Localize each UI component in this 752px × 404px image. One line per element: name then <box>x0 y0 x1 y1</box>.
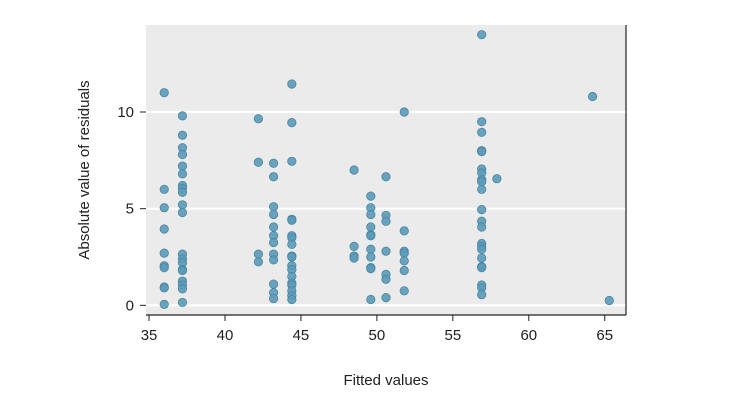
data-point <box>477 184 487 194</box>
data-point <box>477 263 487 273</box>
data-point <box>287 79 297 89</box>
data-point <box>366 263 376 274</box>
data-point <box>366 252 376 262</box>
data-point <box>349 253 359 263</box>
data-point <box>492 174 502 184</box>
data-point <box>268 222 279 232</box>
data-point <box>268 293 279 304</box>
x-tick-label: 40 <box>217 327 234 344</box>
data-point <box>159 88 169 98</box>
data-point <box>477 290 487 300</box>
data-point <box>177 297 188 308</box>
plot-panel <box>146 25 626 315</box>
data-point <box>177 187 188 197</box>
data-point <box>253 257 264 267</box>
data-point <box>253 157 264 167</box>
data-point <box>381 274 391 284</box>
data-point <box>159 299 169 309</box>
data-point <box>366 191 376 201</box>
data-point <box>366 222 376 232</box>
data-point <box>287 156 297 166</box>
data-point <box>349 241 359 251</box>
data-point <box>477 253 487 263</box>
data-point <box>399 248 409 258</box>
data-point <box>477 177 487 187</box>
grid-lines <box>146 110 626 307</box>
data-point <box>268 209 279 220</box>
data-point <box>477 30 487 40</box>
data-point <box>399 107 409 117</box>
data-point <box>253 114 264 124</box>
data-point <box>477 205 487 215</box>
data-point <box>159 263 169 273</box>
data-point <box>159 283 169 293</box>
data-point <box>366 231 376 241</box>
data-point <box>159 248 169 258</box>
data-point <box>381 292 391 303</box>
data-point <box>287 252 297 262</box>
data-point <box>268 158 279 168</box>
data-point <box>587 91 598 102</box>
y-tick-label: 0 <box>126 297 134 314</box>
data-point <box>159 203 169 213</box>
data-point <box>399 265 409 276</box>
data-point <box>381 246 391 256</box>
data-point <box>177 111 188 121</box>
data-point <box>268 279 279 289</box>
x-axis-title: Fitted values <box>343 372 428 389</box>
data-point <box>177 207 188 218</box>
data-point <box>177 149 188 160</box>
x-tick-label: 60 <box>520 327 537 344</box>
data-point <box>287 294 297 305</box>
x-tick-label: 45 <box>293 327 310 344</box>
data-point <box>177 169 188 179</box>
data-point <box>287 239 297 250</box>
data-point <box>253 249 264 259</box>
data-point <box>268 237 279 248</box>
data-point <box>381 172 391 182</box>
data-point <box>177 284 188 294</box>
data-point <box>604 295 614 306</box>
data-point <box>366 244 376 254</box>
data-points <box>159 30 614 309</box>
data-point <box>349 165 359 175</box>
data-point <box>381 216 391 226</box>
x-tick-label: 65 <box>596 327 613 344</box>
data-point <box>159 184 169 194</box>
data-point <box>287 118 297 128</box>
data-point <box>366 294 376 305</box>
data-point <box>399 256 409 266</box>
y-axis-title: Absolute value of residuals <box>76 80 93 259</box>
data-point <box>177 265 188 276</box>
data-point <box>268 202 279 212</box>
data-point <box>177 200 188 210</box>
x-tick-label: 35 <box>141 327 158 344</box>
data-point <box>159 224 169 234</box>
data-point <box>399 226 409 236</box>
y-tick-label: 10 <box>117 104 134 121</box>
data-point <box>477 147 487 157</box>
data-point <box>268 255 279 265</box>
data-point <box>399 286 409 296</box>
panel-border <box>146 25 627 316</box>
data-point <box>268 172 279 182</box>
data-point <box>177 130 188 140</box>
data-point <box>477 222 487 232</box>
data-point <box>477 117 487 127</box>
data-point <box>287 215 297 225</box>
data-point <box>477 127 487 137</box>
axis-ticks: 35 40 45 50 55 60 65 0 5 10 <box>117 104 613 344</box>
data-point <box>477 244 487 254</box>
x-tick-label: 55 <box>444 327 461 344</box>
x-tick-label: 50 <box>369 327 386 344</box>
y-tick-label: 5 <box>126 201 134 218</box>
data-point <box>177 161 188 171</box>
data-point <box>366 209 376 220</box>
